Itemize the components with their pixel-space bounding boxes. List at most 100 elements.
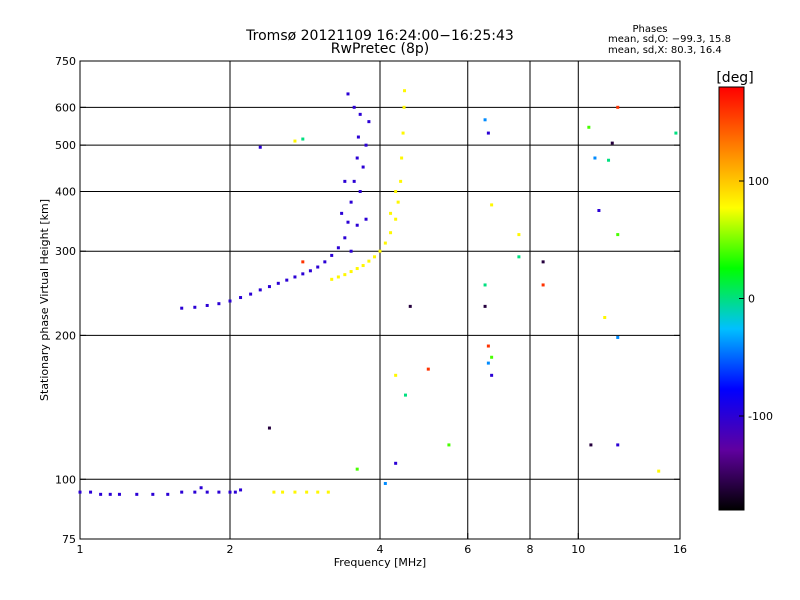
data-point (358, 189, 362, 193)
data-point (426, 367, 430, 371)
data-point (358, 112, 362, 116)
data-point (355, 223, 359, 227)
data-point (490, 355, 494, 359)
data-point (276, 281, 280, 285)
data-point (490, 373, 494, 377)
x-tick-label: 6 (464, 543, 471, 556)
data-point (383, 241, 387, 245)
data-point (402, 105, 406, 109)
data-point (108, 492, 112, 496)
data-point (293, 139, 297, 143)
data-point (267, 426, 271, 430)
data-point (389, 211, 393, 215)
data-point (349, 200, 353, 204)
data-point (346, 92, 350, 96)
data-point (616, 233, 620, 237)
colorbar-label: [deg] (716, 70, 753, 86)
y-tick-label: 75 (62, 533, 76, 546)
data-point (267, 285, 271, 289)
data-point (117, 492, 121, 496)
data-point (352, 105, 356, 109)
data-point (293, 490, 297, 494)
data-point (517, 255, 521, 259)
y-tick-label: 200 (55, 329, 76, 342)
chart-subtitle: RwPretec (8p) (331, 41, 429, 57)
data-point (228, 299, 232, 303)
data-point (217, 302, 221, 306)
data-point (483, 304, 487, 308)
data-point (340, 211, 344, 215)
data-point (394, 189, 398, 193)
data-point (364, 217, 368, 221)
data-point (301, 272, 305, 276)
data-point (378, 249, 382, 253)
data-point (346, 220, 350, 224)
data-point (316, 490, 320, 494)
data-point (394, 373, 398, 377)
data-point (180, 306, 184, 310)
data-point (249, 292, 253, 296)
x-tick-label: 1 (77, 543, 84, 556)
data-point (657, 469, 661, 473)
data-point (610, 141, 614, 145)
data-point (408, 304, 412, 308)
x-axis-ticks: 1 2 4 6 8 10 16 (77, 533, 687, 556)
data-point (343, 273, 347, 277)
data-point (490, 203, 494, 207)
data-point (78, 490, 82, 494)
data-point (193, 490, 197, 494)
data-point (367, 259, 371, 263)
data-point (343, 236, 347, 240)
data-point (541, 260, 545, 264)
data-point (217, 490, 221, 494)
data-point (323, 260, 327, 264)
data-point (394, 461, 398, 465)
phases-o-line: mean, sd,O: −99.3, 15.8 (608, 34, 731, 45)
data-point (355, 467, 359, 471)
data-points (78, 89, 678, 496)
colorbar-ticks: 100 0 -100 (739, 175, 773, 423)
data-point (483, 118, 487, 122)
data-point (447, 443, 451, 447)
data-point (272, 490, 276, 494)
data-point (336, 246, 340, 250)
data-point (258, 145, 262, 149)
x-tick-label: 10 (571, 543, 585, 556)
data-point (301, 260, 305, 264)
data-point (228, 490, 232, 494)
y-axis-ticks: 75 100 200 300 400 500 600 750 (55, 55, 680, 546)
data-point (305, 490, 309, 494)
colorbar-tick-label: 0 (748, 293, 755, 306)
data-point (316, 265, 320, 269)
x-axis-label: Frequency [MHz] (334, 556, 426, 569)
data-point (616, 443, 620, 447)
data-point (616, 105, 620, 109)
colorbar-tick-label: -100 (748, 410, 773, 423)
x-tick-label: 16 (673, 543, 687, 556)
data-point (239, 296, 243, 300)
data-point (483, 283, 487, 287)
data-point (308, 269, 312, 273)
data-point (135, 492, 139, 496)
data-point (401, 131, 405, 135)
data-point (364, 143, 368, 147)
data-point (587, 125, 591, 129)
data-point (285, 278, 289, 282)
data-point (99, 492, 103, 496)
data-point (336, 275, 340, 279)
phases-x-line: mean, sd,X: 80.3, 16.4 (608, 45, 722, 56)
data-point (205, 490, 209, 494)
y-tick-label: 100 (55, 473, 76, 486)
data-point (486, 131, 490, 135)
data-point (199, 486, 203, 490)
x-tick-label: 2 (227, 543, 234, 556)
data-point (517, 233, 521, 237)
data-point (593, 156, 597, 160)
data-point (399, 179, 403, 183)
data-point (403, 393, 407, 397)
data-point (597, 209, 601, 213)
data-point (361, 264, 365, 268)
x-tick-label: 8 (527, 543, 534, 556)
data-point (352, 179, 356, 183)
